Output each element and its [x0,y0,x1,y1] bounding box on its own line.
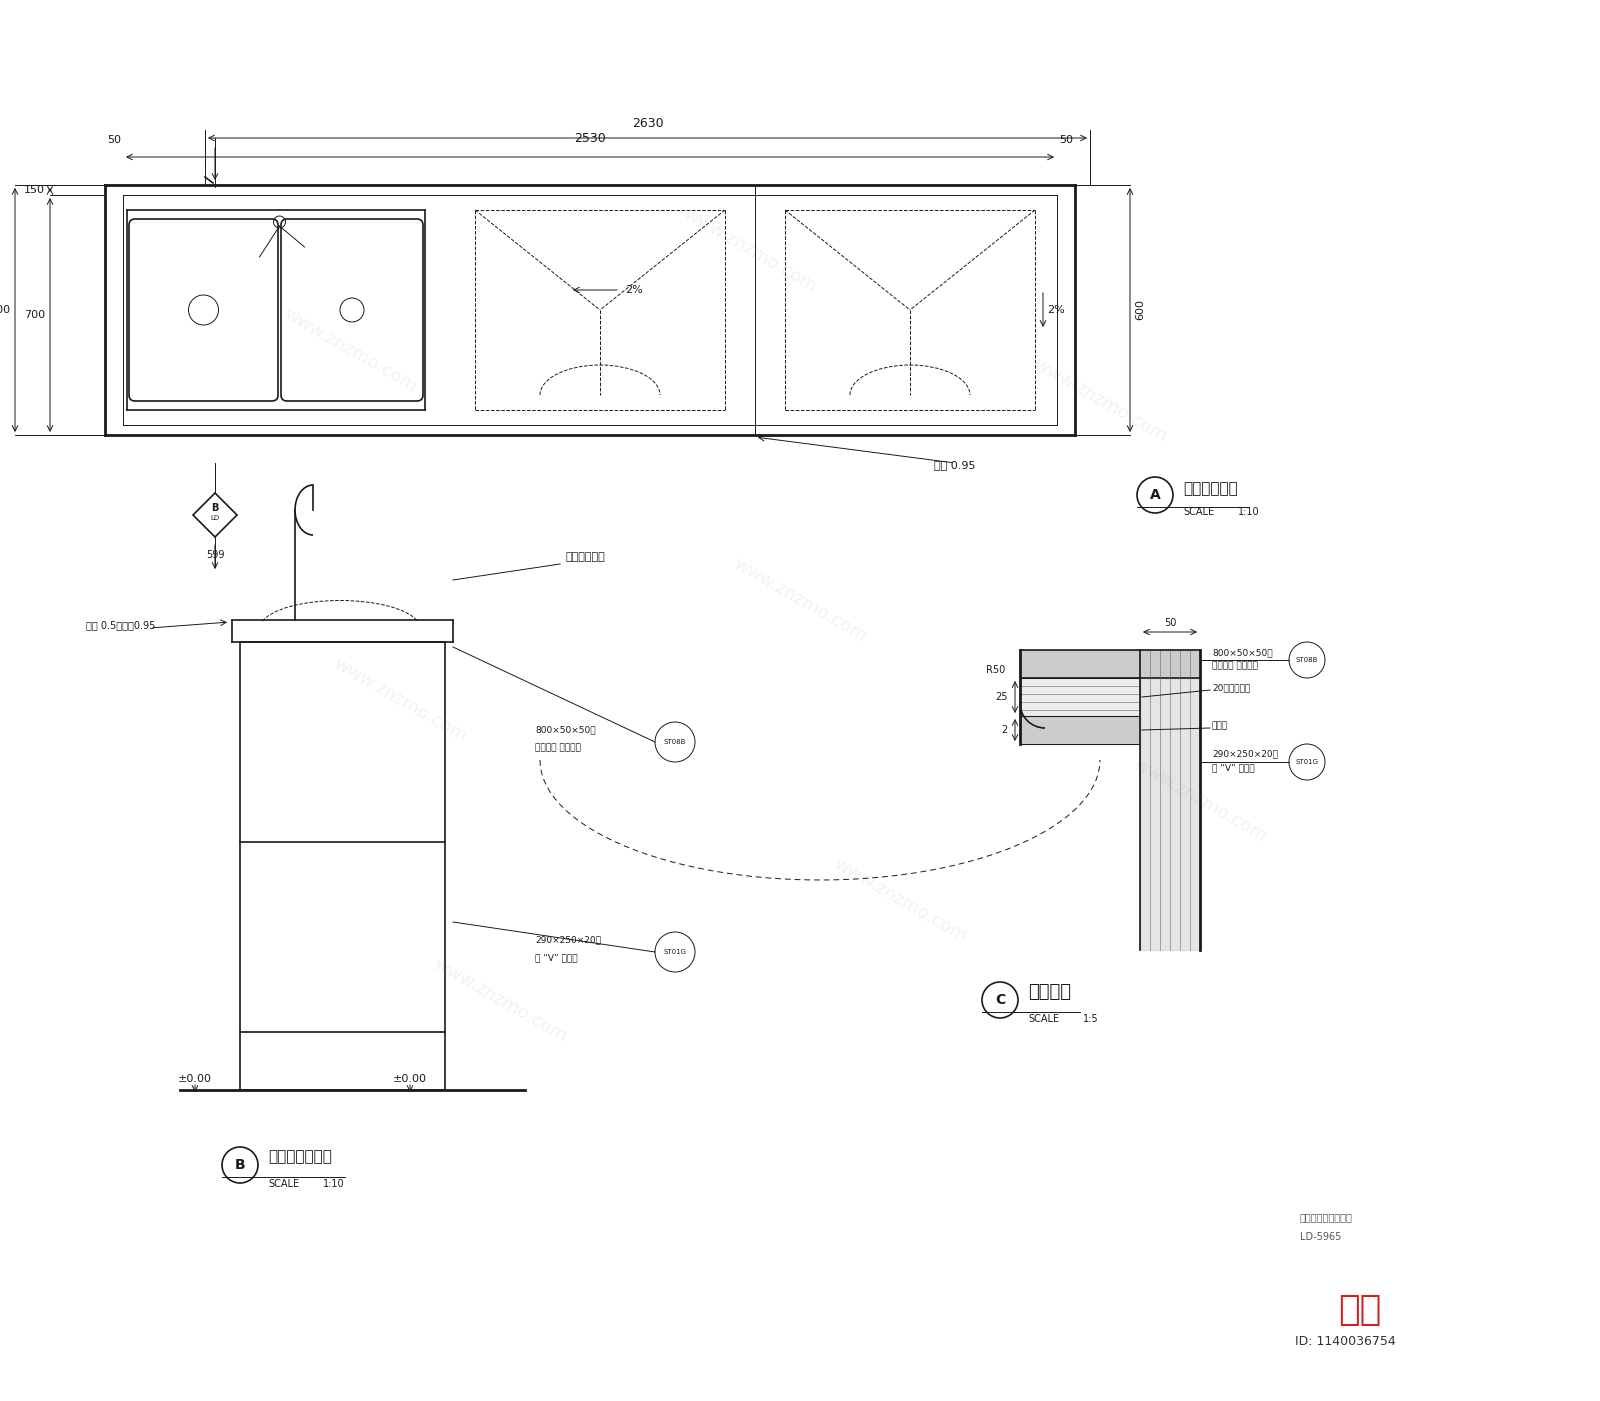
Text: ST08B: ST08B [1296,657,1318,663]
Text: 150: 150 [24,185,45,195]
Text: 勾 “V” 字形缝: 勾 “V” 字形缝 [534,953,578,962]
Text: 砖砖体: 砖砖体 [1213,722,1229,730]
Polygon shape [1139,650,1200,950]
Text: 50: 50 [107,134,122,144]
Text: 底度 0.5坨坨顶0.95: 底度 0.5坨坨顶0.95 [86,621,155,630]
Text: www.znzmo.com: www.znzmo.com [1130,755,1270,845]
Text: 1:10: 1:10 [323,1180,344,1189]
Text: C: C [995,993,1005,1007]
Text: ST08B: ST08B [664,738,686,745]
Text: 800×50×50厚: 800×50×50厚 [1213,649,1272,657]
Text: 知未: 知未 [1338,1293,1382,1327]
Text: B: B [235,1159,245,1173]
Polygon shape [1021,716,1139,744]
Text: 290×250×20厚: 290×250×20厚 [534,934,602,944]
Text: www.znzmo.com: www.znzmo.com [830,855,970,946]
Text: 勾 “V” 字形缝: 勾 “V” 字形缝 [1213,764,1254,772]
Text: 2: 2 [1002,724,1008,736]
Text: 800: 800 [0,305,10,315]
Text: 操作台平面图: 操作台平面图 [1182,482,1238,496]
Text: www.znzmo.com: www.znzmo.com [1030,354,1170,446]
Text: LD-5965: LD-5965 [1299,1231,1341,1243]
Text: 50: 50 [1059,134,1074,144]
Text: www.znzmo.com: www.znzmo.com [730,555,870,646]
Text: SCALE: SCALE [1182,507,1214,517]
Text: 2630: 2630 [632,118,664,130]
Text: 290×250×20厚: 290×250×20厚 [1213,750,1278,758]
Text: 2%: 2% [626,284,643,296]
Text: 操作台洗手池施工图: 操作台洗手池施工图 [1299,1212,1354,1222]
Text: 25: 25 [995,692,1008,702]
Text: 异形切割 清缝密拼: 异形切割 清缝密拼 [1213,661,1258,670]
Polygon shape [1021,678,1139,716]
Text: www.znzmo.com: www.znzmo.com [680,205,819,296]
Text: 压度 0.95: 压度 0.95 [934,460,976,469]
Text: SCALE: SCALE [269,1180,299,1189]
Polygon shape [1021,650,1200,678]
Text: R50: R50 [986,665,1005,675]
Text: B: B [211,503,219,513]
Text: 2%: 2% [1046,305,1064,315]
Text: 1:5: 1:5 [1083,1014,1099,1024]
Text: ±0.00: ±0.00 [178,1075,211,1084]
Text: A: A [1150,488,1160,502]
Text: 50: 50 [1163,618,1176,628]
Text: www.znzmo.com: www.znzmo.com [430,954,570,1045]
Text: 异形切割 清缝密拼: 异形切割 清缝密拼 [534,743,581,752]
Text: www.znzmo.com: www.znzmo.com [280,304,419,395]
Text: 2530: 2530 [574,132,606,144]
Text: 20厚水泥沙浆: 20厚水泥沙浆 [1213,684,1250,692]
Text: ±0.00: ±0.00 [394,1075,427,1084]
Text: 节点大样: 节点大样 [1027,984,1070,1000]
Text: www.znzmo.com: www.znzmo.com [330,654,470,745]
Text: 1:10: 1:10 [1238,507,1259,517]
Text: 599: 599 [206,551,224,560]
Text: SCALE: SCALE [1027,1014,1059,1024]
Text: 成品拼瓷水池: 成品拼瓷水池 [565,552,605,562]
Text: 600: 600 [1134,300,1146,321]
Text: ID: 1140036754: ID: 1140036754 [1294,1335,1395,1348]
Text: 800×50×50厚: 800×50×50厚 [534,724,595,734]
Text: 700: 700 [24,310,45,319]
Text: LD: LD [211,516,219,521]
Text: 操作台侧立面图: 操作台侧立面图 [269,1149,331,1164]
Text: ST01G: ST01G [1296,759,1318,765]
Text: ST01G: ST01G [664,948,686,955]
